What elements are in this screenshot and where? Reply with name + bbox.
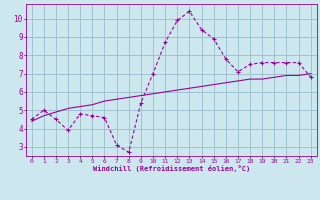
X-axis label: Windchill (Refroidissement éolien,°C): Windchill (Refroidissement éolien,°C) [92,165,250,172]
